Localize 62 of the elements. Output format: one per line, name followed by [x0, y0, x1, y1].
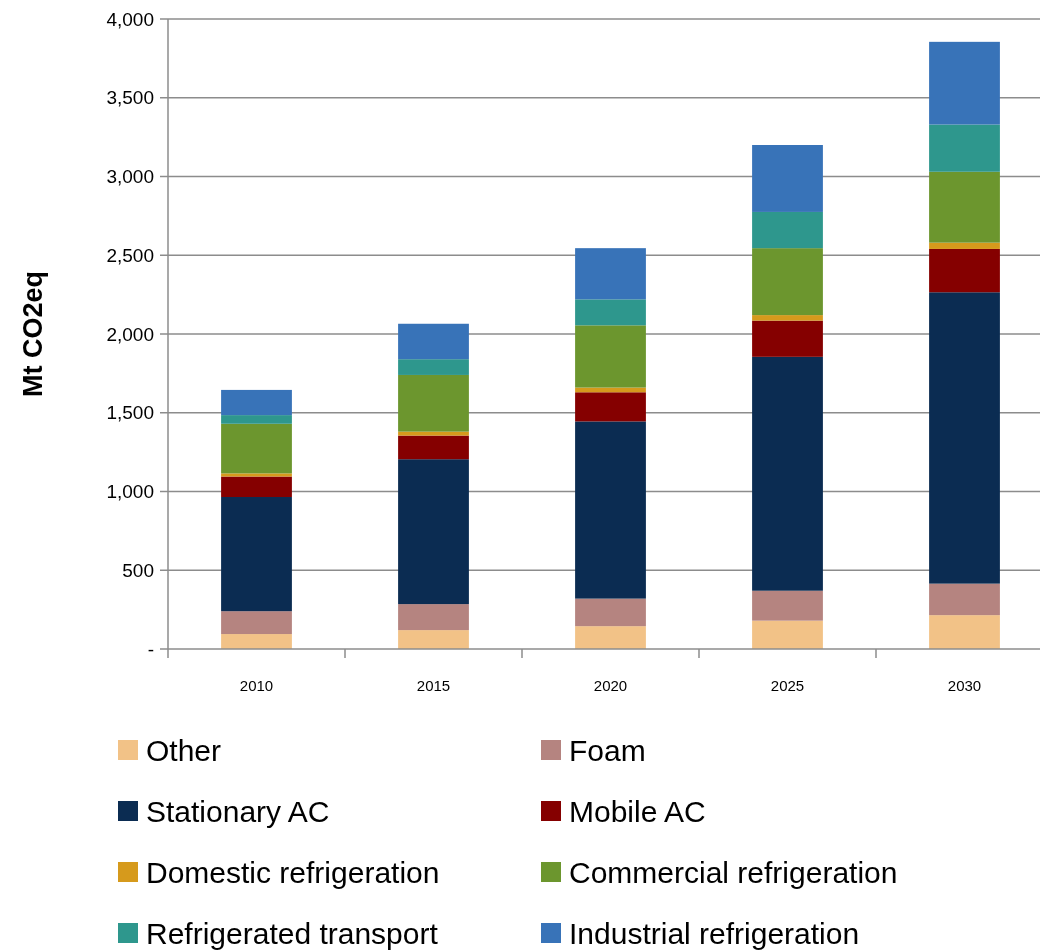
- y-tick-label: 1,500: [106, 402, 154, 424]
- bar: [221, 473, 292, 477]
- x-tick-label: 2020: [593, 677, 628, 694]
- bar: [752, 145, 823, 212]
- bar: [221, 476, 292, 498]
- bar: [752, 620, 823, 649]
- y-axis-title: Mt CO2eq: [18, 270, 48, 398]
- y-tick-label: 2,000: [106, 323, 154, 345]
- legend-label: Refrigerated transport: [146, 916, 439, 950]
- bar: [575, 598, 646, 627]
- bar: [929, 248, 1000, 293]
- bar: [221, 389, 292, 416]
- bar: [398, 604, 469, 631]
- y-tick-label: 1,000: [106, 481, 154, 503]
- bar: [929, 171, 1000, 243]
- bar: [752, 211, 823, 249]
- bar: [929, 124, 1000, 172]
- bar: [752, 248, 823, 316]
- bar: [221, 423, 292, 474]
- legend-label: Foam: [569, 733, 646, 767]
- bar: [575, 626, 646, 649]
- y-tick-label: 4,000: [106, 8, 154, 30]
- bar: [575, 299, 646, 326]
- bar: [398, 323, 469, 360]
- legend-label: Domestic refrigeration: [146, 855, 440, 889]
- bar: [398, 630, 469, 649]
- bar: [398, 431, 469, 436]
- bar: [221, 634, 292, 649]
- x-tick-label: 2010: [239, 677, 274, 694]
- bar: [929, 242, 1000, 249]
- bar: [398, 374, 469, 432]
- legend-label: Industrial refrigeration: [569, 916, 860, 950]
- bar: [929, 292, 1000, 584]
- bar: [752, 315, 823, 321]
- bar: [752, 356, 823, 591]
- y-tick-label: 3,000: [106, 166, 154, 188]
- bar: [221, 497, 292, 612]
- x-tick-label: 2015: [416, 677, 451, 694]
- x-tick-label: 2025: [770, 677, 805, 694]
- bar: [398, 435, 469, 460]
- x-tick-label: 2030: [947, 677, 982, 694]
- bar: [752, 590, 823, 621]
- legend-label: Stationary AC: [146, 794, 330, 828]
- bar: [929, 41, 1000, 125]
- bar: [398, 459, 469, 605]
- bar: [398, 359, 469, 375]
- bar: [752, 320, 823, 357]
- bar: [929, 615, 1000, 649]
- bar: [221, 415, 292, 424]
- bar: [575, 325, 646, 388]
- bar: [575, 421, 646, 599]
- legend-label: Other: [146, 733, 222, 767]
- y-tick-label: 2,500: [106, 244, 154, 266]
- bar: [575, 248, 646, 300]
- bar: [221, 611, 292, 635]
- bar: [929, 583, 1000, 616]
- y-tick-label: 500: [122, 559, 154, 581]
- legend-label: Mobile AC: [569, 794, 706, 828]
- legend-label: Commercial refrigeration: [569, 855, 898, 889]
- bar: [575, 392, 646, 422]
- y-tick-label: 3,500: [106, 87, 154, 109]
- y-tick-label: -: [147, 638, 154, 660]
